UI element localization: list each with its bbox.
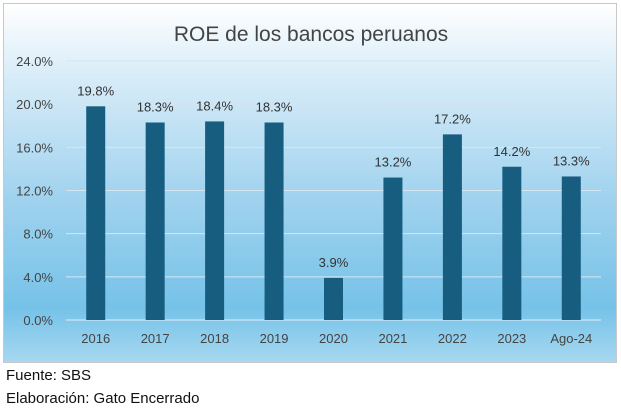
x-tick-label: Ago-24 [550, 331, 592, 346]
bar [442, 134, 462, 320]
bar [205, 121, 225, 320]
x-tick-label: 2019 [260, 331, 289, 346]
source-note: Fuente: SBS [6, 367, 92, 384]
data-label: 18.3% [137, 100, 174, 115]
x-tick-label: 2018 [200, 331, 229, 346]
bar [502, 166, 522, 320]
y-tick-label: 16.0% [16, 140, 53, 155]
credit-note: Elaboración: Gato Encerrado [6, 390, 200, 407]
y-tick-label: 20.0% [16, 97, 53, 112]
y-tick-label: 8.0% [23, 227, 53, 242]
x-tick-label: 2023 [497, 331, 526, 346]
chart-area: ROE de los bancos peruanos 0.0% 4.0% 8.0% 1… [3, 3, 617, 363]
data-label: 14.2% [493, 144, 530, 159]
chart-title: ROE de los bancos peruanos [174, 23, 448, 46]
y-tick-label: 4.0% [23, 270, 53, 285]
data-label: 18.4% [196, 98, 233, 113]
bar [561, 176, 581, 320]
data-label: 19.8% [77, 83, 114, 98]
data-label: 18.3% [256, 100, 293, 115]
y-tick-label: 24.0% [16, 54, 53, 69]
y-tick-label: 0.0% [23, 313, 53, 328]
x-tick-label: 2020 [319, 331, 348, 346]
x-tick-label: 2021 [378, 331, 407, 346]
y-tick-label: 12.0% [16, 184, 53, 199]
bar [264, 122, 284, 320]
bar [383, 177, 403, 320]
data-label: 3.9% [319, 255, 349, 270]
x-tick-label: 2017 [141, 331, 170, 346]
x-tick-label: 2022 [438, 331, 467, 346]
data-label: 17.2% [434, 111, 471, 126]
chart-svg: ROE de los bancos peruanos 0.0% 4.0% 8.0% 1… [16, 23, 601, 346]
bar [145, 122, 165, 320]
bar [324, 277, 343, 320]
data-label: 13.3% [553, 153, 590, 168]
data-label: 13.2% [375, 155, 412, 170]
bar [86, 106, 106, 320]
x-tick-label: 2016 [81, 331, 110, 346]
